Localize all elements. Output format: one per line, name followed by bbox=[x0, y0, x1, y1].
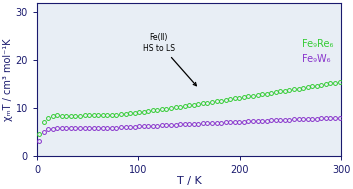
Fe₉Re₆ bbox=[160, 108, 164, 110]
Fe₉Re₆ bbox=[264, 92, 269, 95]
Legend: Fe₉Re₆, Fe₉W₆: Fe₉Re₆, Fe₉W₆ bbox=[294, 39, 333, 64]
Fe₉W₆ bbox=[173, 124, 178, 126]
Fe₉Re₆ bbox=[37, 133, 41, 136]
Fe₉Re₆ bbox=[337, 81, 342, 83]
Fe₉Re₆ bbox=[105, 114, 109, 116]
Fe₉W₆ bbox=[105, 127, 109, 129]
Text: Fe(Ⅱ)
HS to LS: Fe(Ⅱ) HS to LS bbox=[143, 33, 196, 86]
Fe₉W₆ bbox=[160, 124, 164, 126]
Y-axis label: χₘT / cm³ mol⁻¹K: χₘT / cm³ mol⁻¹K bbox=[3, 38, 13, 121]
Fe₉W₆ bbox=[82, 127, 86, 129]
Fe₉W₆ bbox=[337, 116, 342, 119]
X-axis label: T / K: T / K bbox=[176, 176, 201, 186]
Fe₉W₆ bbox=[37, 140, 41, 143]
Line: Fe₉W₆: Fe₉W₆ bbox=[37, 116, 341, 143]
Fe₉W₆ bbox=[264, 119, 269, 122]
Fe₉Re₆ bbox=[82, 114, 86, 117]
Fe₉Re₆ bbox=[319, 84, 323, 86]
Line: Fe₉Re₆: Fe₉Re₆ bbox=[37, 80, 341, 136]
Fe₉W₆ bbox=[319, 117, 323, 119]
Fe₉Re₆ bbox=[173, 106, 178, 108]
